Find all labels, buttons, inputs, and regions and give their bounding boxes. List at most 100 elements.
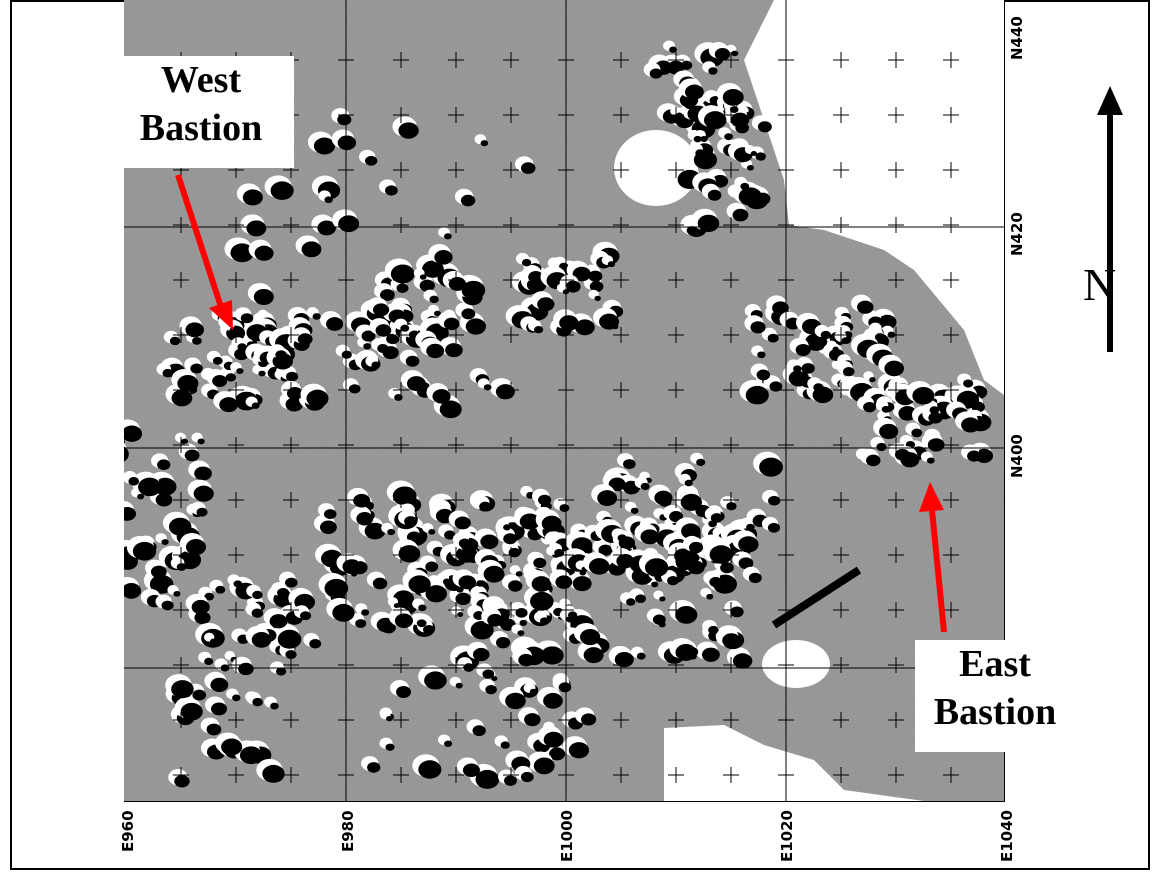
anomaly-blob — [275, 667, 287, 676]
anomaly-blob — [558, 682, 572, 693]
anomaly-blob — [722, 633, 741, 648]
grid-cross — [558, 272, 574, 288]
anomaly-blob — [681, 523, 701, 540]
grid-cross — [448, 382, 464, 398]
anomaly-blob — [539, 617, 549, 625]
anomaly-blob — [251, 608, 264, 618]
anomaly-blob — [375, 324, 392, 337]
grid-cross — [888, 382, 904, 398]
anomaly-blob — [503, 524, 511, 531]
grid-cross — [833, 52, 849, 68]
grid-cross — [613, 382, 629, 398]
anomaly-blob — [706, 593, 714, 600]
anomaly-blob — [404, 516, 418, 527]
anomaly-blob — [533, 557, 547, 569]
anomaly-blob — [297, 333, 313, 346]
anomaly-blob — [746, 523, 755, 531]
anomaly-blob — [174, 775, 190, 788]
grid-cross — [833, 162, 849, 178]
anomaly-blob — [405, 355, 420, 367]
grid-cross — [668, 767, 684, 783]
anomaly-blob — [211, 702, 228, 716]
anomaly-blob — [701, 647, 720, 662]
grid-cross — [228, 712, 244, 728]
grid-cross — [613, 217, 629, 233]
grid-cross — [558, 217, 574, 233]
anomaly-blob — [212, 356, 223, 365]
anomaly-blob — [911, 428, 923, 438]
anomaly-blob — [416, 619, 427, 628]
x-tick-label: E1020 — [778, 810, 796, 862]
anomaly-blob — [180, 702, 203, 721]
anomaly-blob — [371, 361, 381, 369]
anomaly-blob — [196, 507, 208, 517]
grid-cross — [888, 657, 904, 673]
anomaly-blob — [700, 135, 708, 143]
grid-cross — [833, 272, 849, 288]
anomaly-blob — [157, 459, 171, 471]
anomaly-blob — [386, 333, 400, 345]
anomaly-blob — [286, 371, 299, 382]
grid-cross — [393, 272, 409, 288]
anomaly-blob — [306, 389, 329, 408]
anomaly-blob — [124, 438, 125, 445]
grid-cross — [833, 492, 849, 508]
anomaly-blob — [448, 277, 467, 291]
anomaly-blob — [338, 215, 360, 233]
anomaly-blob — [184, 449, 200, 462]
grid-cross — [888, 437, 904, 453]
anomaly-blob — [367, 762, 381, 773]
anomaly-blob — [155, 493, 173, 507]
anomaly-blob — [515, 571, 523, 577]
grid-cross — [943, 767, 959, 783]
grid-cross — [558, 547, 574, 563]
anomaly-blob — [695, 149, 705, 157]
anomaly-blob — [801, 363, 815, 374]
grid-cross — [283, 437, 299, 453]
grid-cross — [833, 547, 849, 563]
anomaly-blob — [534, 326, 544, 334]
anomaly-blob — [745, 385, 769, 405]
anomaly-blob — [408, 575, 431, 594]
y-tick-label: N440 — [1008, 16, 1026, 60]
anomaly-blob — [137, 493, 145, 500]
grid-cross — [723, 602, 739, 618]
anomaly-blob — [173, 591, 181, 597]
anomaly-blob — [171, 389, 193, 407]
anomaly-blob — [192, 336, 202, 345]
anomaly-blob — [857, 300, 874, 314]
anomaly-blob — [879, 423, 899, 440]
anomaly-blob — [533, 757, 555, 775]
anomaly-blob — [394, 613, 414, 629]
grid-cross — [173, 492, 189, 508]
grid-cross — [723, 437, 739, 453]
anomaly-blob — [529, 688, 538, 695]
anomaly-blob — [262, 764, 285, 783]
grid-cross — [503, 382, 519, 398]
anomaly-blob — [651, 581, 659, 588]
anomaly-blob — [499, 618, 516, 631]
anomaly-blob — [505, 692, 526, 710]
grid-cross — [558, 327, 574, 343]
grid-cross — [448, 217, 464, 233]
grid-cross — [558, 602, 574, 618]
anomaly-blob — [795, 343, 811, 357]
grid-cross — [283, 547, 299, 563]
anomaly-blob — [423, 624, 435, 635]
anomaly-blob — [313, 137, 336, 155]
grid-cross — [393, 162, 409, 178]
anomaly-blob — [644, 558, 669, 577]
anomaly-blob — [769, 381, 783, 392]
east-bastion-label-line2: Bastion — [933, 691, 1057, 733]
anomaly-blob — [567, 611, 578, 619]
anomaly-blob — [898, 406, 917, 421]
anomaly-blob — [324, 196, 333, 204]
x-tick-label: E1000 — [558, 810, 576, 862]
anomaly-blob — [124, 446, 129, 462]
anomaly-blob — [572, 576, 592, 592]
grid-cross — [173, 547, 189, 563]
grid-cross — [393, 767, 409, 783]
anomaly-blob — [393, 590, 414, 608]
anomaly-blob — [693, 135, 702, 143]
anomaly-blob — [594, 295, 601, 301]
